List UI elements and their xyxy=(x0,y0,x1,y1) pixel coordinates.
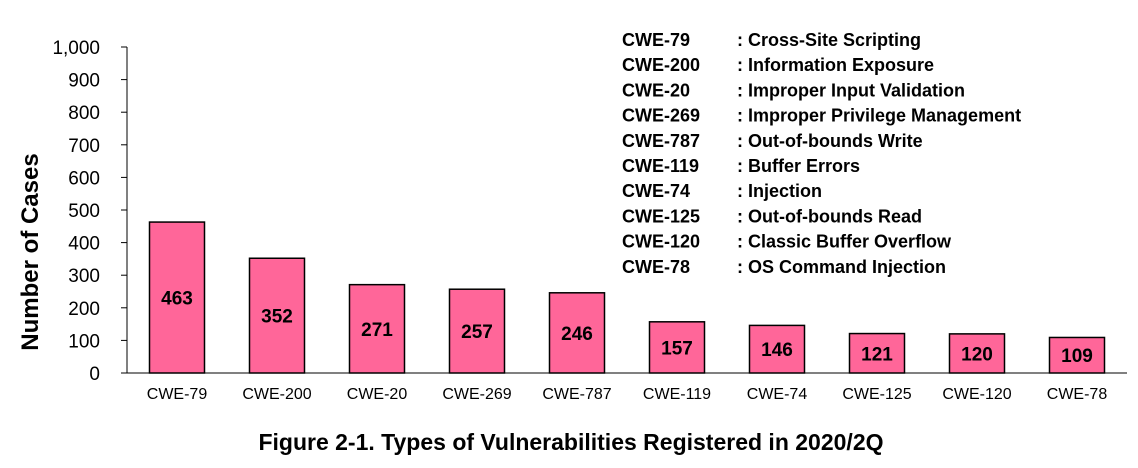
legend-description: : Improper Privilege Management xyxy=(737,106,1021,126)
x-category-label: CWE-79 xyxy=(147,386,208,403)
legend-code: CWE-20 xyxy=(622,80,690,100)
bar xyxy=(748,324,806,374)
bar xyxy=(1048,336,1106,374)
bar-value-label: 271 xyxy=(361,320,393,341)
legend-description: : Out-of-bounds Read xyxy=(737,206,922,226)
legend-description: : Buffer Errors xyxy=(737,156,860,176)
bar xyxy=(848,332,906,374)
y-tick-label: 700 xyxy=(68,136,100,157)
y-tick-label: 800 xyxy=(68,103,100,124)
x-category-label: CWE-200 xyxy=(242,386,311,403)
x-category-label: CWE-787 xyxy=(542,386,611,403)
bar xyxy=(148,221,206,374)
bar-value-label: 157 xyxy=(661,338,693,359)
y-axis: 0 100 200 300 400 500 600 700 800 900 1,000 xyxy=(52,38,128,385)
bar xyxy=(948,333,1006,374)
bars: 463 CWE-79 352 CWE-200 271 CWE-20 257 CWE-269 24… xyxy=(127,221,1127,403)
legend-code: CWE-200 xyxy=(622,55,700,75)
x-category-label: CWE-120 xyxy=(942,386,1011,403)
legend: CWE-79 : Cross-Site Scripting CWE-200 : Inf… xyxy=(622,30,1021,277)
legend-code: CWE-78 xyxy=(622,257,690,277)
bar-value-label: 246 xyxy=(561,324,593,345)
bar xyxy=(248,257,306,374)
y-tick-label: 1,000 xyxy=(52,38,100,59)
legend-code: CWE-119 xyxy=(622,156,699,176)
x-category-label: CWE-125 xyxy=(842,386,911,403)
legend-code: CWE-79 xyxy=(622,30,690,50)
chart-title: Figure 2-1. Types of Vulnerabilities Reg… xyxy=(258,429,883,455)
y-tick-label: 100 xyxy=(68,331,100,352)
bar-value-label: 257 xyxy=(461,322,493,343)
legend-code: CWE-120 xyxy=(622,232,700,252)
y-tick-label: 0 xyxy=(89,364,100,385)
legend-description: : Injection xyxy=(737,181,822,201)
bar xyxy=(648,321,706,374)
y-tick-label: 300 xyxy=(68,266,100,287)
x-category-label: CWE-78 xyxy=(1047,386,1108,403)
bar-value-label: 109 xyxy=(1061,346,1093,367)
legend-code: CWE-125 xyxy=(622,206,700,226)
legend-description: : Classic Buffer Overflow xyxy=(737,232,952,252)
legend-code: CWE-269 xyxy=(622,106,700,126)
bar-value-label: 146 xyxy=(761,340,793,361)
legend-description: : Out-of-bounds Write xyxy=(737,131,923,151)
y-tick-label: 600 xyxy=(68,168,100,189)
y-tick-label: 400 xyxy=(68,234,100,255)
x-category-label: CWE-269 xyxy=(442,386,511,403)
legend-description: : Improper Input Validation xyxy=(737,80,965,100)
bar xyxy=(348,283,406,374)
legend-code: CWE-74 xyxy=(622,181,690,201)
bar-value-label: 121 xyxy=(861,344,893,365)
x-category-label: CWE-119 xyxy=(643,386,711,403)
x-category-label: CWE-74 xyxy=(747,386,808,403)
y-axis-title: Number of Cases xyxy=(17,153,44,350)
bar-value-label: 463 xyxy=(161,289,193,310)
legend-description: : Information Exposure xyxy=(737,55,934,75)
x-category-label: CWE-20 xyxy=(347,386,408,403)
bar xyxy=(548,292,606,374)
y-tick-label: 500 xyxy=(68,201,100,222)
y-tick-label: 200 xyxy=(68,299,100,320)
legend-code: CWE-787 xyxy=(622,131,700,151)
legend-description: : OS Command Injection xyxy=(737,257,946,277)
y-tick-label: 900 xyxy=(68,71,100,92)
bar-value-label: 352 xyxy=(261,307,293,328)
bar xyxy=(448,288,506,374)
legend-description: : Cross-Site Scripting xyxy=(737,30,921,50)
bar-value-label: 120 xyxy=(961,344,993,365)
